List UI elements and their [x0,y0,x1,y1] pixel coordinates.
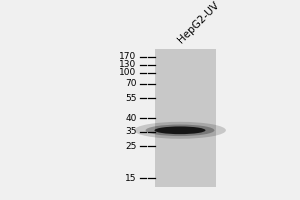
Text: HepG2-UV: HepG2-UV [176,0,221,45]
Text: 130: 130 [119,60,136,69]
FancyBboxPatch shape [154,49,216,187]
Ellipse shape [134,122,226,139]
Text: 25: 25 [125,142,136,151]
Text: 40: 40 [125,114,136,123]
Text: 100: 100 [119,68,136,77]
Text: 70: 70 [125,79,136,88]
Text: 55: 55 [125,94,136,103]
Text: 15: 15 [125,174,136,183]
Ellipse shape [154,126,206,134]
Text: 170: 170 [119,52,136,61]
Ellipse shape [146,125,214,136]
Text: 35: 35 [125,127,136,136]
